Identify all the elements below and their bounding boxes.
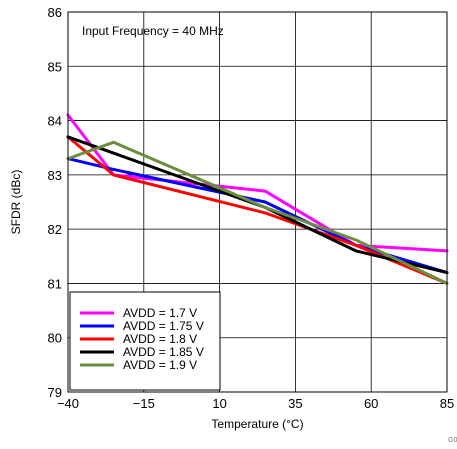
legend-label: AVDD = 1.9 V [123, 358, 197, 372]
tick-labels: −40 −15 10 35 60 85 79 80 81 82 83 84 85 86 [48, 5, 455, 411]
x-tick-label: 85 [440, 396, 454, 411]
legend-label: AVDD = 1.7 V [123, 306, 197, 320]
x-axis-label: Temperature (°C) [211, 417, 303, 431]
series-line [66, 140, 449, 285]
x-tick-label: −15 [133, 396, 155, 411]
series-lines [66, 113, 449, 285]
x-tick-label: 10 [212, 396, 226, 411]
series-line [66, 135, 449, 285]
y-tick-label: 84 [48, 114, 62, 129]
y-axis-label: SFDR (dBc) [9, 170, 23, 235]
figure-code: G0 [448, 437, 457, 444]
x-tick-label: 35 [288, 396, 302, 411]
y-tick-label: 85 [48, 59, 62, 74]
y-tick-label: 79 [48, 385, 62, 400]
y-tick-label: 86 [48, 5, 62, 20]
y-tick-label: 82 [48, 222, 62, 237]
legend-label: AVDD = 1.75 V [123, 319, 204, 333]
y-tick-label: 81 [48, 276, 62, 291]
legend-box [69, 291, 221, 391]
chart-annotation: Input Frequency = 40 MHz [82, 24, 224, 38]
y-tick-label: 83 [48, 168, 62, 183]
legend-label: AVDD = 1.85 V [123, 345, 204, 359]
x-tick-label: −40 [57, 396, 79, 411]
y-tick-label: 80 [48, 331, 62, 346]
series-line [66, 113, 449, 253]
legend-label: AVDD = 1.8 V [123, 332, 197, 346]
plot-frame [67, 11, 448, 393]
x-tick-label: 60 [364, 396, 378, 411]
